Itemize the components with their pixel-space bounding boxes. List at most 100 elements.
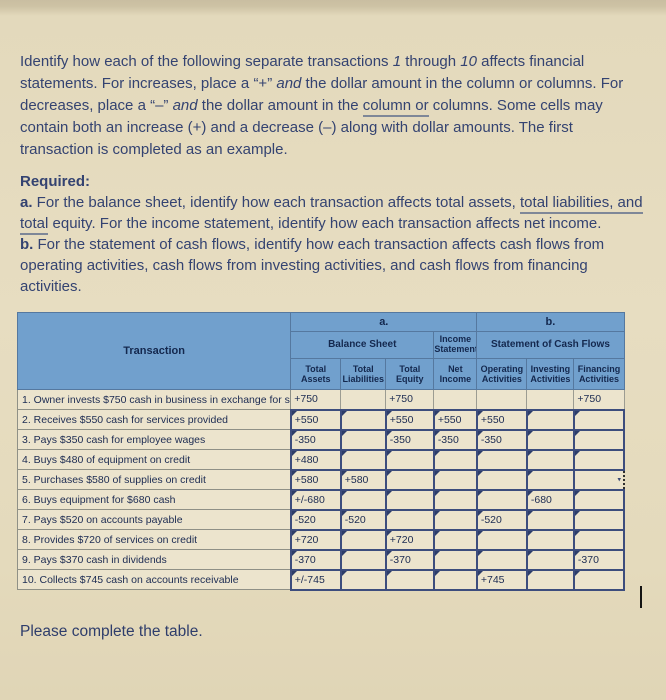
value-cell[interactable] — [572, 408, 626, 431]
value-cell[interactable] — [525, 468, 575, 491]
value-cell[interactable] — [475, 448, 528, 471]
value-cell[interactable] — [475, 548, 528, 571]
value-cell[interactable]: +/-745 — [289, 568, 342, 591]
value-cell: +750 — [385, 389, 435, 410]
col-header-operating: Operating Activities — [476, 358, 528, 390]
value-cell[interactable] — [572, 488, 626, 511]
value-cell[interactable]: +720 — [289, 528, 342, 551]
transactions-table-wrap: Transaction a. b. Balance Sheet Income S… — [16, 312, 626, 591]
value-cell[interactable]: -350 — [289, 428, 342, 451]
required-section: Required: a. For the balance sheet, iden… — [20, 171, 652, 297]
table-row: 1. Owner invests $750 cash in business i… — [16, 389, 625, 410]
col-header-total-equity: Total Equity — [385, 358, 435, 390]
value-cell[interactable]: -350 — [475, 428, 528, 451]
intro-and: and — [172, 97, 198, 114]
table-row: 8. Provides $720 of services on credit +… — [16, 528, 626, 551]
value-cell — [340, 389, 387, 410]
value-cell[interactable] — [384, 488, 435, 511]
value-cell[interactable] — [384, 508, 435, 531]
intro-text: the dollar amount in the column or colum… — [20, 75, 624, 114]
value-cell[interactable] — [525, 548, 575, 571]
value-cell[interactable] — [572, 568, 626, 591]
value-cell[interactable] — [339, 528, 387, 551]
value-cell[interactable] — [339, 488, 387, 511]
chevron-down-icon[interactable]: ▾ — [617, 476, 621, 483]
value-cell[interactable] — [432, 548, 478, 571]
value-cell[interactable] — [339, 448, 387, 471]
value-cell[interactable]: -370 — [384, 548, 435, 571]
transactions-table: Transaction a. b. Balance Sheet Income S… — [16, 312, 626, 591]
cash-flows-header: Statement of Cash Flows — [476, 331, 625, 359]
value-cell[interactable] — [525, 568, 575, 591]
value-cell[interactable]: -520 — [289, 508, 342, 531]
value-cell[interactable] — [475, 528, 528, 551]
dropdown-cell[interactable]: ▾ — [572, 468, 626, 491]
required-b-text: For the statement of cash flows, identif… — [20, 236, 605, 295]
income-statement-header: Income Statement — [433, 331, 478, 359]
value-cell[interactable]: -350 — [432, 428, 478, 451]
value-cell[interactable] — [384, 448, 435, 471]
transaction-cell: 6. Buys equipment for $680 cash — [16, 489, 292, 510]
table-row: 6. Buys equipment for $680 cash +/-680 -… — [16, 488, 626, 511]
header-row-columns: Total Assets Total Liabilities Total Equ… — [18, 358, 625, 390]
value-cell[interactable]: +580 — [339, 468, 387, 491]
value-cell[interactable]: +580 — [289, 468, 342, 491]
value-cell[interactable]: +720 — [384, 528, 435, 551]
value-cell[interactable] — [339, 408, 387, 431]
value-cell[interactable] — [525, 508, 575, 531]
section-a-header: a. — [290, 312, 478, 332]
value-cell[interactable]: -680 — [525, 488, 575, 511]
transaction-cell: 5. Purchases $580 of supplies on credit — [16, 469, 292, 490]
header-row-statements: Balance Sheet Income Statement Statement… — [18, 331, 625, 359]
required-a-label: a. — [20, 194, 33, 211]
value-cell[interactable] — [572, 528, 626, 551]
value-cell[interactable] — [572, 448, 626, 471]
value-cell[interactable] — [525, 408, 575, 431]
intro-and: and — [276, 75, 302, 92]
transaction-cell: 4. Buys $480 of equipment on credit — [16, 449, 292, 470]
value-cell[interactable]: -350 — [384, 428, 435, 451]
value-cell[interactable]: +/-680 — [289, 488, 342, 511]
value-cell[interactable]: +480 — [289, 448, 342, 471]
problem-statement: Identify how each of the following separ… — [20, 51, 650, 161]
intro-underlined: column or — [362, 97, 429, 117]
balance-sheet-header: Balance Sheet — [290, 331, 435, 359]
col-header-transaction: Transaction — [16, 312, 292, 390]
value-cell[interactable]: +550 — [432, 408, 478, 431]
value-cell[interactable]: +745 — [475, 568, 528, 591]
value-cell[interactable] — [384, 568, 435, 591]
value-cell[interactable]: +550 — [384, 408, 435, 431]
table-row: 7. Pays $520 on accounts payable -520 -5… — [16, 508, 626, 531]
value-cell[interactable]: -520 — [475, 508, 528, 531]
value-cell[interactable]: +550 — [475, 408, 528, 431]
value-cell[interactable]: +550 — [289, 408, 342, 431]
required-part-a: a. For the balance sheet, identify how e… — [20, 192, 652, 235]
value-cell[interactable] — [525, 528, 575, 551]
transaction-cell: 2. Receives $550 cash for services provi… — [16, 409, 292, 430]
value-cell[interactable] — [525, 428, 575, 451]
value-cell[interactable] — [432, 528, 478, 551]
intro-num-10: 10 — [460, 53, 477, 70]
value-cell[interactable] — [572, 508, 626, 531]
required-a-text: For the balance sheet, identify how each… — [32, 194, 521, 211]
value-cell[interactable] — [475, 488, 528, 511]
value-cell[interactable] — [339, 568, 387, 591]
value-cell[interactable] — [432, 468, 478, 491]
text-cursor — [640, 586, 642, 608]
value-cell[interactable] — [475, 468, 528, 491]
value-cell: +750 — [573, 389, 625, 410]
value-cell[interactable] — [339, 548, 387, 571]
value-cell[interactable] — [432, 488, 478, 511]
value-cell[interactable] — [339, 428, 387, 451]
transaction-cell: 3. Pays $350 cash for employee wages — [16, 429, 292, 450]
value-cell[interactable]: -370 — [289, 548, 342, 571]
value-cell[interactable] — [525, 448, 575, 471]
value-cell[interactable] — [432, 508, 478, 531]
value-cell[interactable] — [384, 468, 435, 491]
value-cell[interactable] — [432, 568, 478, 591]
value-cell[interactable]: -370 — [572, 548, 626, 571]
value-cell[interactable]: -520 — [339, 508, 387, 531]
value-cell[interactable] — [572, 428, 626, 451]
value-cell[interactable] — [432, 448, 478, 471]
